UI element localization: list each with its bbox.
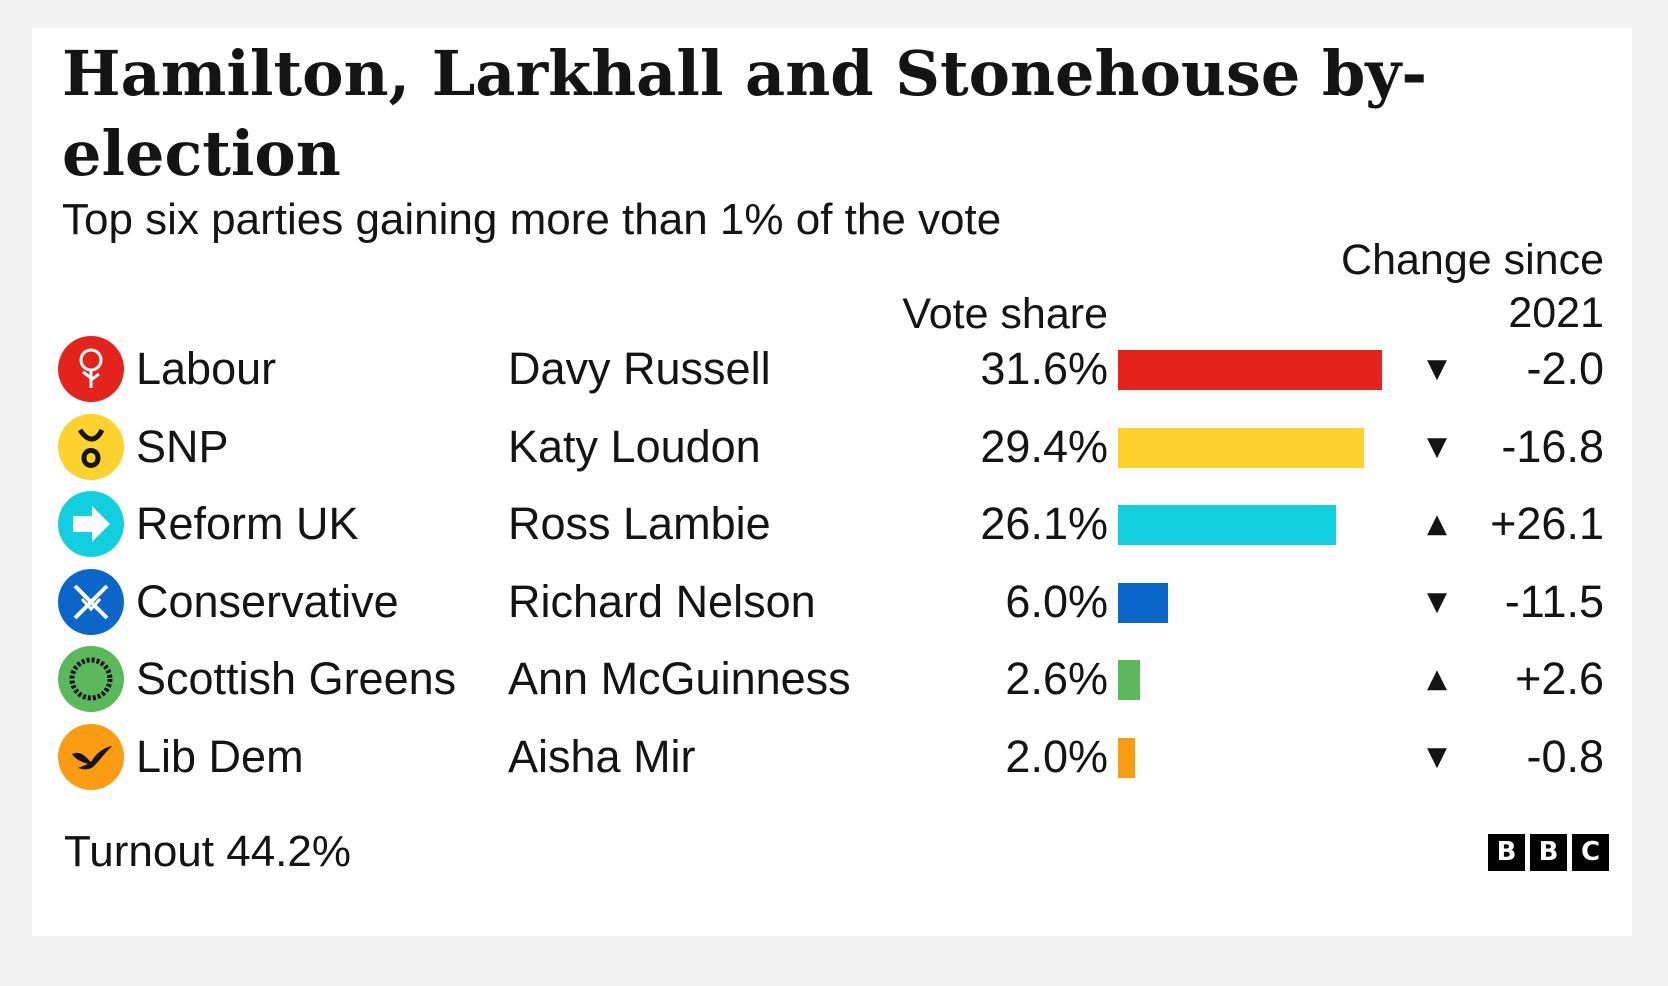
result-row-snp: SNP Katy Loudon 29.4% ▼ -16.8 bbox=[32, 411, 1632, 483]
change-label: -16.8 bbox=[1501, 420, 1604, 472]
candidate-name: Davy Russell bbox=[508, 343, 771, 394]
change-column-header: Change since 2021 bbox=[1341, 236, 1604, 337]
up-arrow-icon: ▲ bbox=[1427, 509, 1447, 540]
vote-share-bar bbox=[1118, 505, 1337, 546]
labour-rose-icon bbox=[58, 336, 124, 402]
chart-subtitle: Top six parties gaining more than 1% of … bbox=[62, 195, 1002, 244]
chart-title: Hamilton, Larkhall and Stonehouse by-ele… bbox=[62, 37, 1428, 190]
candidate-name: Aisha Mir bbox=[508, 731, 696, 782]
vote-share-label: 2.0% bbox=[1005, 731, 1108, 782]
candidate-name: Richard Nelson bbox=[508, 575, 816, 627]
result-row-conservative: Conservative Richard Nelson 6.0% ▼ -11.5 bbox=[32, 566, 1632, 638]
vote-share-column-header: Vote share bbox=[902, 290, 1108, 338]
vote-share-label: 2.6% bbox=[1005, 653, 1108, 705]
up-arrow-icon: ▲ bbox=[1427, 664, 1447, 695]
vote-share-label: 6.0% bbox=[1005, 575, 1108, 627]
vote-share-bar bbox=[1118, 350, 1382, 390]
result-row-lib-dem: Lib Dem Aisha Mir 2.0% ▼ -0.8 bbox=[32, 721, 1632, 793]
lib-dem-bird-icon bbox=[58, 724, 124, 790]
bbc-logo: B B C bbox=[1488, 834, 1610, 872]
vote-share-bar bbox=[1118, 738, 1135, 778]
vote-share-label: 26.1% bbox=[980, 498, 1108, 550]
change-label: +2.6 bbox=[1515, 653, 1604, 705]
party-name: Conservative bbox=[136, 575, 399, 627]
change-label: -2.0 bbox=[1526, 343, 1604, 394]
vote-share-label: 31.6% bbox=[980, 343, 1108, 394]
bbc-logo-letter: B bbox=[1530, 834, 1567, 871]
vote-share-bar bbox=[1118, 660, 1140, 701]
bbc-logo-letter: C bbox=[1572, 834, 1609, 871]
scottish-greens-logo-icon bbox=[58, 646, 124, 713]
down-arrow-icon: ▼ bbox=[1427, 742, 1447, 772]
party-name: SNP bbox=[136, 420, 229, 472]
results-rows: Labour Davy Russell 31.6% ▼ -2.0 SNP Katy Loud… bbox=[32, 28, 1632, 936]
snp-logo-icon bbox=[58, 413, 124, 480]
party-name: Labour bbox=[136, 343, 277, 394]
candidate-name: Ross Lambie bbox=[508, 498, 771, 550]
down-arrow-icon: ▼ bbox=[1427, 354, 1447, 384]
party-name: Scottish Greens bbox=[136, 653, 457, 705]
party-name: Reform UK bbox=[136, 498, 359, 550]
turnout-label: Turnout 44.2% bbox=[64, 827, 351, 876]
result-row-scottish-greens: Scottish Greens Ann McGuinness 2.6% ▲ +2.6 bbox=[32, 643, 1632, 715]
change-label: +26.1 bbox=[1490, 498, 1604, 550]
down-arrow-icon: ▼ bbox=[1427, 431, 1447, 462]
change-label: -11.5 bbox=[1504, 575, 1604, 627]
conservative-tree-icon bbox=[58, 568, 124, 635]
candidate-name: Katy Loudon bbox=[508, 420, 761, 472]
result-row-reform-uk: Reform UK Ross Lambie 26.1% ▲ +26.1 bbox=[32, 488, 1632, 560]
down-arrow-icon: ▼ bbox=[1427, 586, 1447, 617]
vote-share-label: 29.4% bbox=[980, 420, 1108, 472]
vote-share-bar bbox=[1118, 582, 1169, 623]
bbc-logo-letter: B bbox=[1488, 834, 1525, 871]
candidate-name: Ann McGuinness bbox=[508, 653, 851, 705]
reform-uk-arrow-icon bbox=[58, 491, 124, 558]
vote-share-bar bbox=[1118, 427, 1364, 468]
result-row-labour: Labour Davy Russell 31.6% ▼ -2.0 bbox=[32, 333, 1632, 405]
change-label: -0.8 bbox=[1526, 731, 1604, 782]
party-name: Lib Dem bbox=[136, 731, 304, 782]
chart-card: Hamilton, Larkhall and Stonehouse by-ele… bbox=[32, 28, 1632, 936]
